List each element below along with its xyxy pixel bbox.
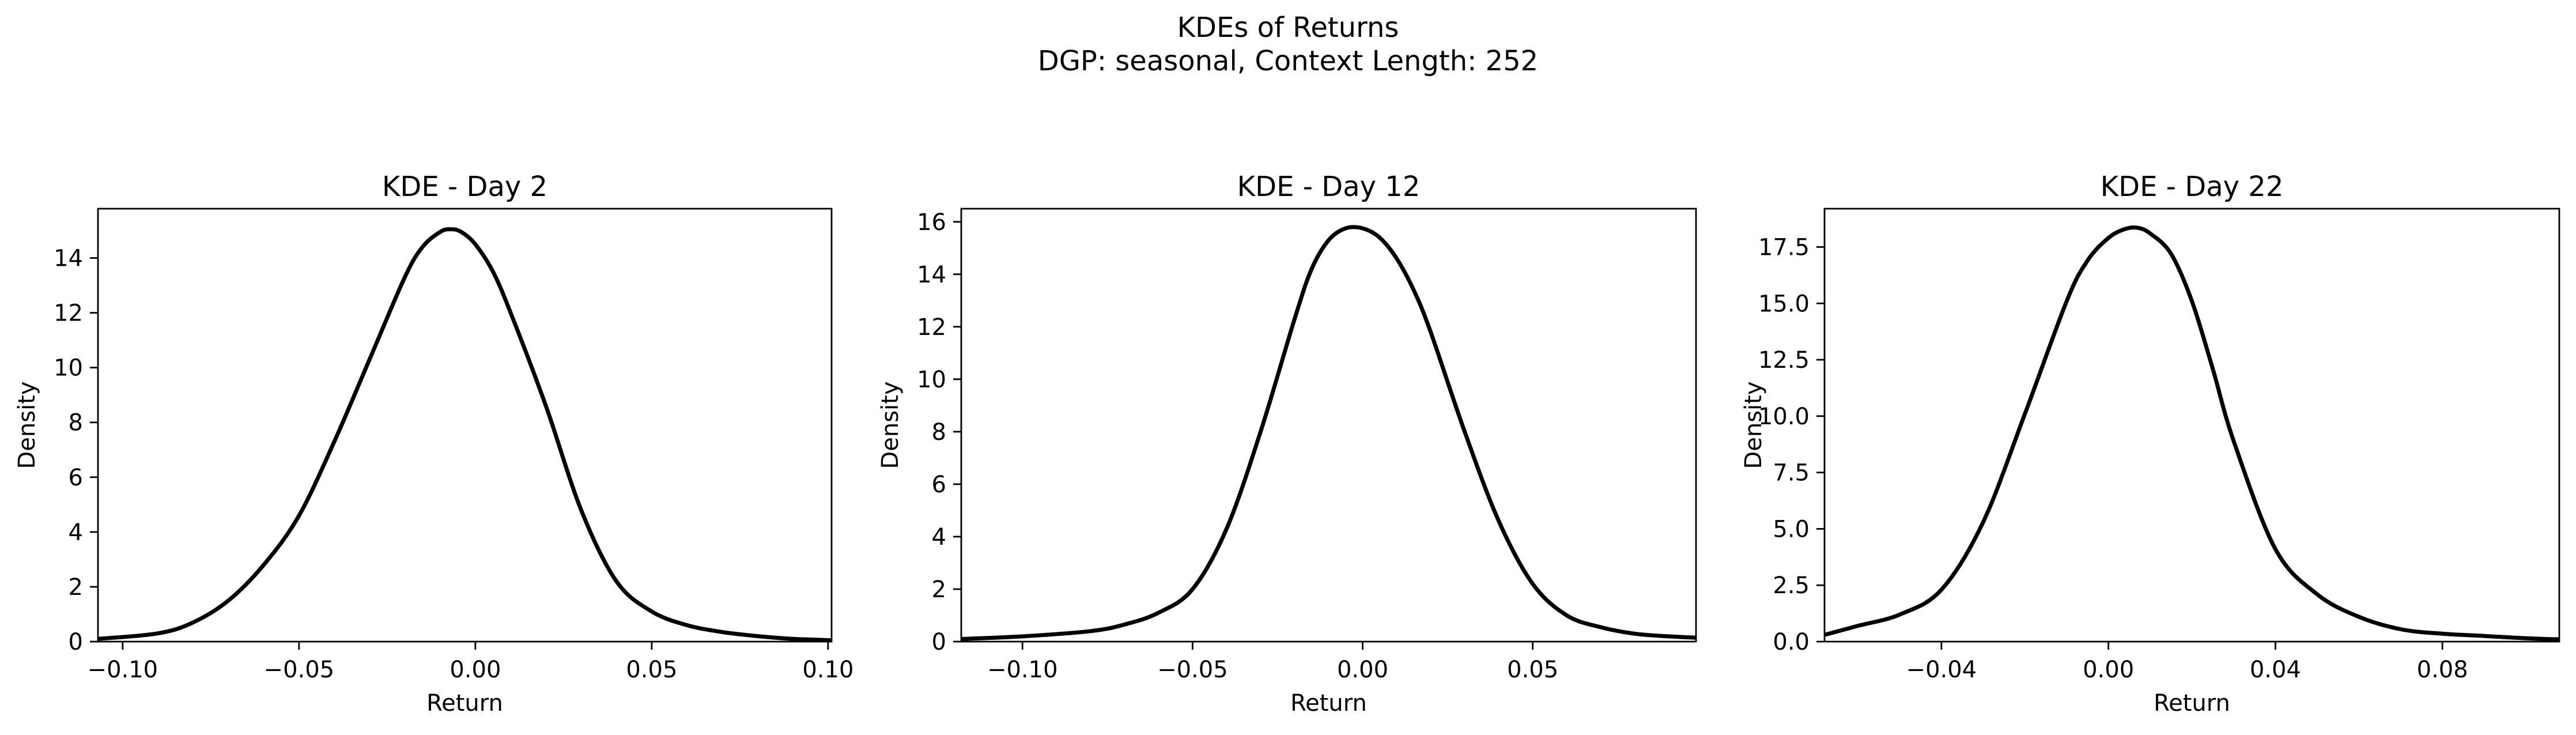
y-tick-label: 0	[932, 629, 946, 655]
y-axis-label: Density	[877, 381, 904, 469]
y-tick-label: 12	[917, 314, 946, 341]
x-tick-label: −0.05	[264, 657, 335, 683]
x-tick-label: 0.00	[2083, 657, 2134, 683]
x-tick-label: 0.05	[1507, 657, 1558, 683]
axes-frame	[97, 208, 833, 643]
y-tick-label: 2.5	[1773, 572, 1810, 599]
x-axis-label: Return	[1290, 690, 1367, 717]
y-tick-label: 0	[69, 629, 83, 655]
subplot-title: KDE - Day 2	[382, 171, 547, 203]
y-tick-label: 8	[69, 410, 83, 436]
y-axis-label: Density	[14, 381, 40, 469]
axes-frame	[1823, 208, 2560, 643]
y-tick-label: 10	[917, 367, 946, 393]
y-tick-label: 16	[917, 209, 946, 236]
y-tick-label: 5.0	[1773, 516, 1810, 542]
subplot-3: KDE - Day 22 −0.04 0.00 0.04 0.08 0.0 2.5 5.0 7.…	[1740, 171, 2560, 717]
y-tick-label: 15.0	[1758, 291, 1810, 317]
subplots-container: KDE - Day 2−0.10 −0.05 0.00 0.05 0.100246810…	[14, 171, 2560, 717]
y-tick-label: 6	[932, 472, 946, 498]
subplot-2: KDE - Day 12 −0.10 −0.05 0.00 0.05 0 2 4 6 8 10 12 1…	[877, 171, 1697, 717]
kde-curve-series-1	[98, 227, 832, 642]
x-tick-label: 0.00	[1337, 657, 1388, 683]
y-tick-label: 17.5	[1758, 234, 1810, 261]
x-tick-label: 0.10	[802, 657, 853, 683]
kde-curve-series-1	[1825, 225, 2559, 642]
x-tick-label: −0.10	[987, 657, 1058, 683]
x-tick-label: 0.00	[450, 657, 501, 683]
x-axis-label: Return	[2154, 690, 2230, 717]
y-tick-label: 4	[932, 524, 946, 551]
y-tick-label: 12	[54, 300, 83, 327]
x-tick-label: −0.05	[1157, 657, 1228, 683]
y-tick-label: 6	[69, 465, 83, 491]
subplot-title: KDE - Day 12	[1237, 171, 1421, 203]
y-tick-label: 8	[932, 419, 946, 446]
x-tick-label: 0.04	[2250, 657, 2301, 683]
subplot-title: KDE - Day 22	[2101, 171, 2284, 203]
y-tick-label: 2	[69, 574, 83, 601]
axes-frame	[960, 208, 1697, 643]
x-axis-label: Return	[426, 690, 503, 717]
x-tick-label: 0.08	[2417, 657, 2468, 683]
y-tick-label: 2	[932, 576, 946, 603]
y-tick-label: 14	[917, 262, 946, 288]
suptitle-line-1: KDEs of Returns	[1177, 12, 1399, 44]
x-tick-label: −0.04	[1906, 657, 1977, 683]
y-tick-label: 4	[69, 519, 83, 546]
y-tick-label: 12.5	[1758, 347, 1810, 374]
subplot-1: KDE - Day 2 −0.10 −0.05 0.00 0.05 0.10 0 2 4 6 8 10…	[14, 171, 853, 717]
y-tick-label: 0.0	[1773, 629, 1810, 655]
y-tick-label: 7.5	[1773, 460, 1810, 487]
y-tick-label: 10	[54, 355, 83, 382]
x-tick-label: 0.05	[626, 657, 677, 683]
x-tick-label: −0.10	[88, 657, 158, 683]
y-axis-label: Density	[1740, 381, 1767, 469]
suptitle-line-2: DGP: seasonal, Context Length: 252	[1038, 45, 1538, 77]
y-tick-label: 10.0	[1758, 404, 1810, 430]
kde-curve-series-1	[961, 225, 1696, 641]
y-tick-label: 14	[54, 246, 83, 272]
